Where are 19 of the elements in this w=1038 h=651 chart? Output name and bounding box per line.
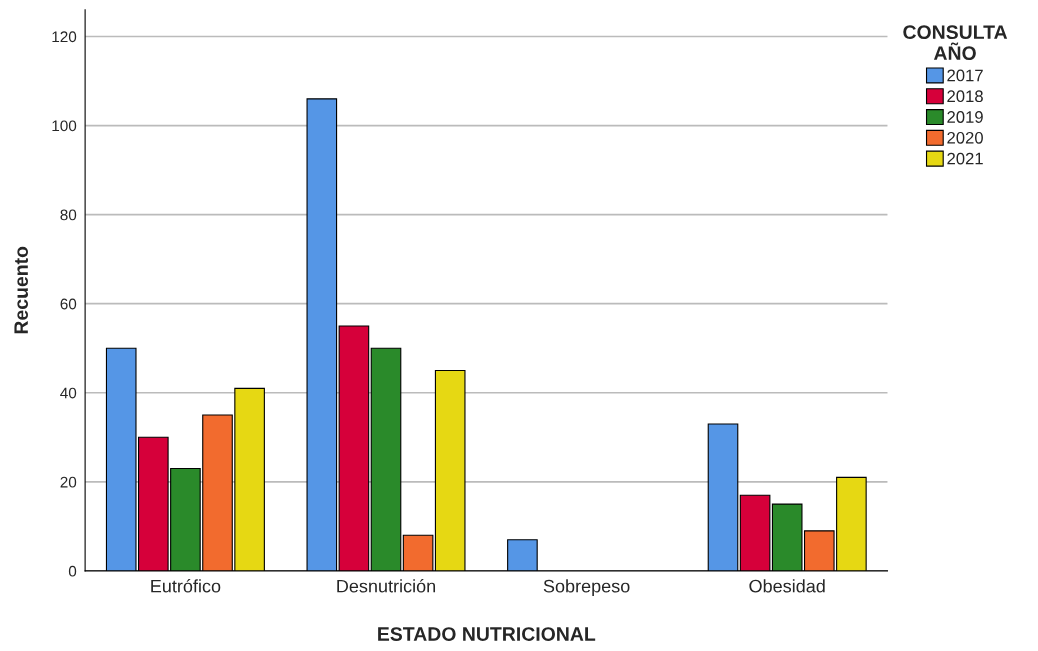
- y-tick-label: 0: [68, 565, 77, 577]
- legend-label: 2017: [947, 69, 983, 82]
- legend-label: 2018: [947, 90, 983, 103]
- x-tick-label: Obesidad: [749, 579, 825, 593]
- legend-label: 2021: [947, 152, 983, 165]
- y-tick-label: 60: [60, 298, 77, 310]
- legend-label: 2020: [947, 131, 983, 144]
- y-tick-label: 20: [60, 476, 77, 488]
- x-axis-title: ESTADO NUTRICIONAL: [378, 627, 596, 641]
- x-tick-label: Eutrófico: [151, 579, 221, 593]
- legend-label: 2019: [947, 111, 983, 123]
- legend-title: CONSULTA AÑO: [903, 25, 1008, 60]
- y-tick-label: 40: [60, 387, 77, 399]
- x-tick-label: Desnutrición: [337, 579, 436, 593]
- y-tick-label: 80: [60, 209, 77, 221]
- y-axis-title: Recuento: [14, 246, 29, 334]
- y-tick-label: 100: [52, 120, 77, 132]
- x-tick-label: Sobrepeso: [543, 579, 630, 597]
- y-tick-label: 120: [52, 31, 77, 43]
